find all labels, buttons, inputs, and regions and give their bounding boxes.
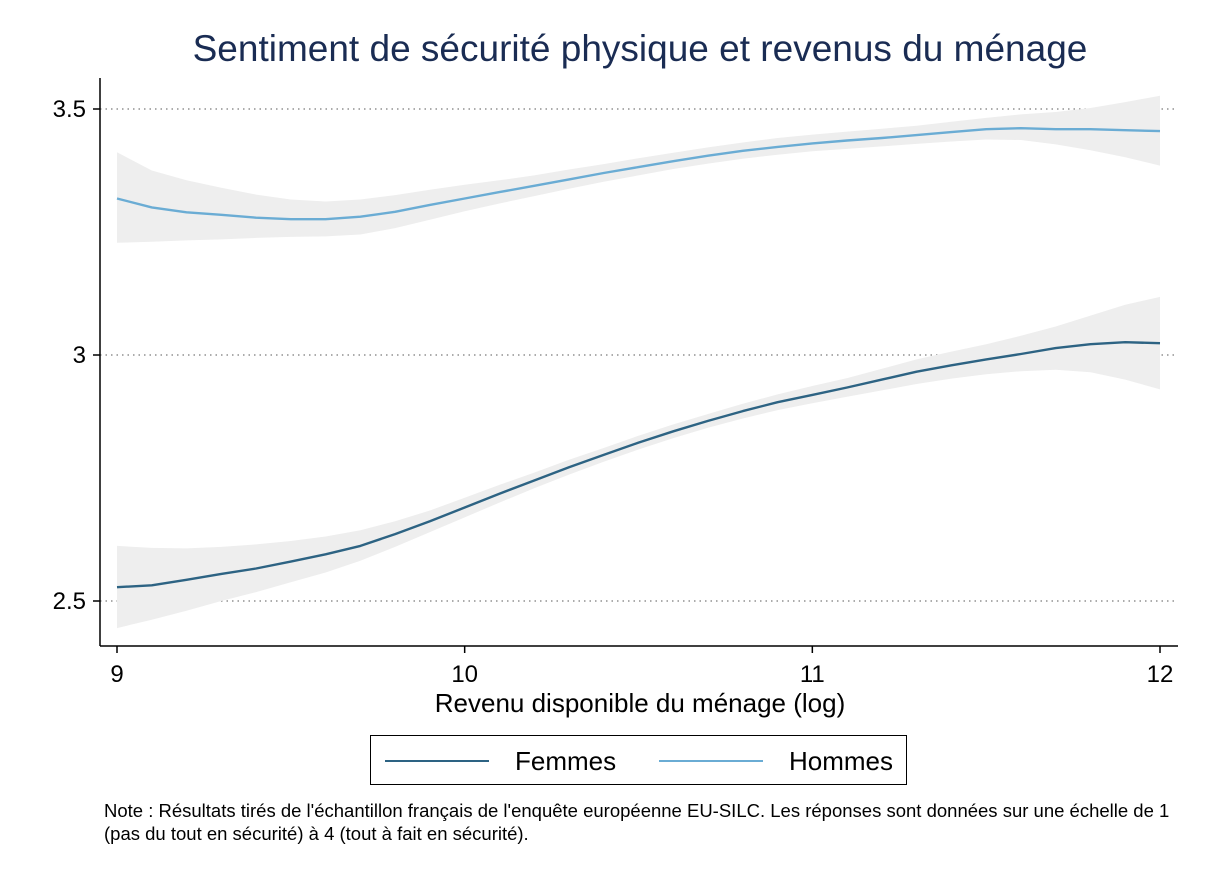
series-line-hommes bbox=[116, 126, 1161, 221]
x-tick-label: 9 bbox=[110, 661, 123, 688]
plot-area: 2.5 3 3.5 9 10 11 12 bbox=[53, 78, 1178, 688]
x-tick-label: 11 bbox=[800, 661, 825, 688]
legend-item-hommes: Hommes bbox=[659, 736, 893, 786]
legend-item-femmes: Femmes bbox=[385, 736, 616, 786]
legend-label-hommes: Hommes bbox=[789, 745, 894, 776]
x-axis-label: Revenu disponible du ménage (log) bbox=[434, 688, 846, 718]
chart-title: Sentiment de sécurité physique et revenu… bbox=[192, 28, 1088, 69]
x-tick-label: 12 bbox=[1147, 661, 1174, 688]
y-tick-label: 3 bbox=[73, 342, 86, 369]
confidence-band-femmes bbox=[117, 296, 1160, 629]
y-tick-label: 3.5 bbox=[53, 96, 86, 123]
footnote: Note : Résultats tirés de l'échantillon … bbox=[104, 800, 1170, 844]
legend-swatch-hommes bbox=[659, 760, 763, 762]
x-tick-label: 10 bbox=[451, 661, 478, 688]
confidence-bands bbox=[117, 95, 1160, 629]
gridlines bbox=[100, 108, 1178, 602]
series-lines bbox=[116, 126, 1161, 589]
y-tick-label: 2.5 bbox=[53, 588, 86, 615]
axes: 2.5 3 3.5 9 10 11 12 bbox=[53, 78, 1178, 688]
legend-label-femmes: Femmes bbox=[515, 745, 617, 776]
series-line-femmes bbox=[116, 341, 1161, 589]
legend-swatch-femmes bbox=[385, 760, 489, 762]
legend: Femmes Hommes bbox=[370, 735, 907, 785]
confidence-band-hommes bbox=[117, 95, 1160, 243]
